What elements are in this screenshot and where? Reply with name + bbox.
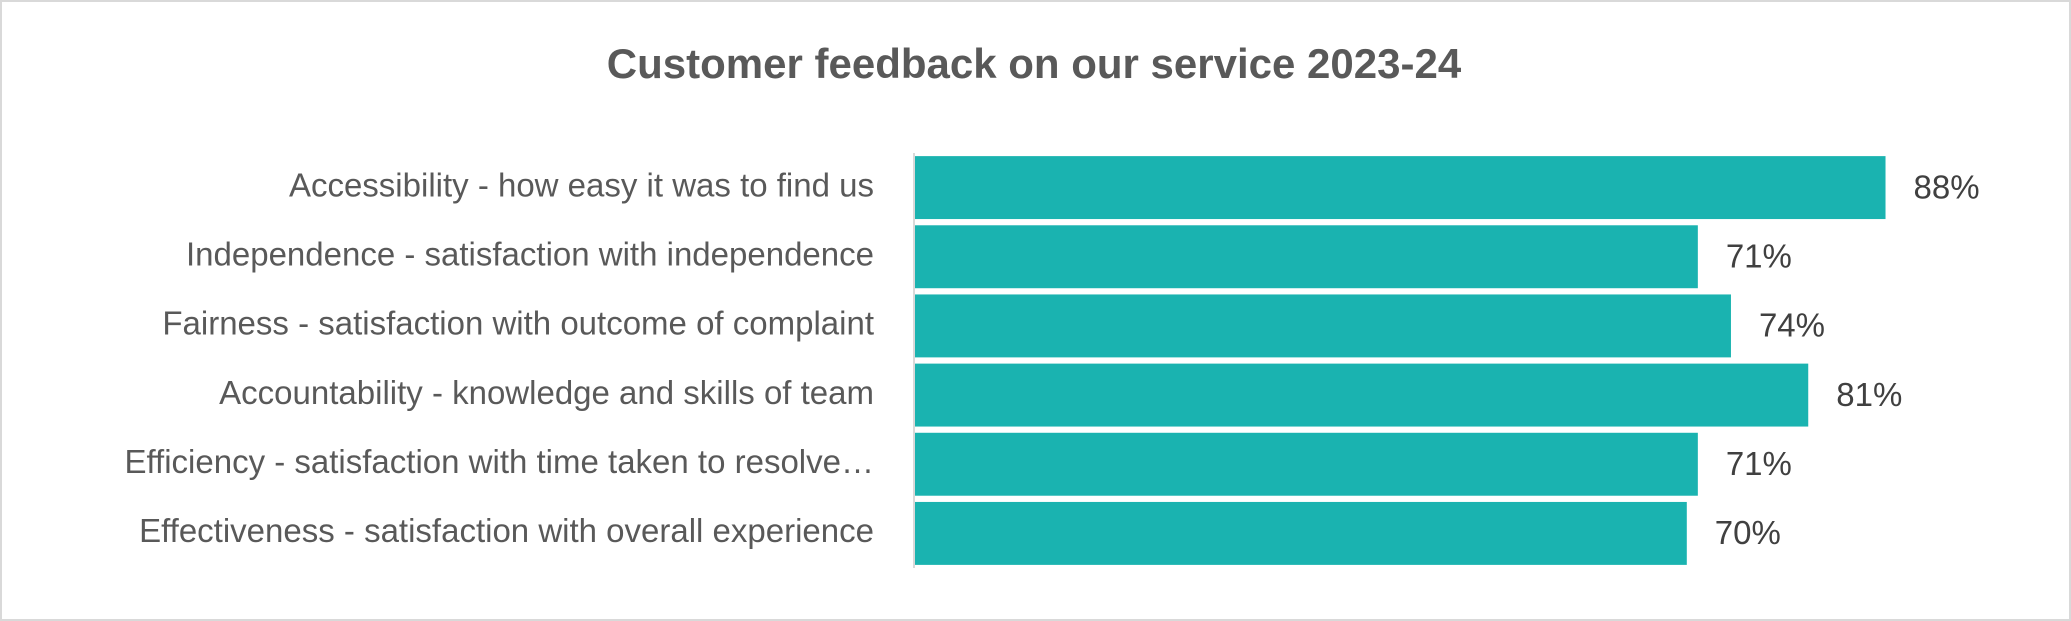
data-label: 71% bbox=[1726, 445, 1792, 482]
bar bbox=[914, 225, 1698, 289]
category-label: Independence - satisfaction with indepen… bbox=[186, 235, 874, 272]
bar bbox=[914, 156, 1886, 220]
bar bbox=[914, 294, 1731, 358]
data-label: 71% bbox=[1726, 237, 1792, 274]
data-label: 70% bbox=[1715, 514, 1781, 551]
category-label: Accountability - knowledge and skills of… bbox=[219, 374, 874, 411]
category-label: Efficiency - satisfaction with time take… bbox=[124, 443, 874, 480]
chart-title: Customer feedback on our service 2023-24 bbox=[607, 40, 1462, 87]
category-label: Accessibility - how easy it was to find … bbox=[289, 166, 874, 203]
data-label: 81% bbox=[1836, 376, 1902, 413]
category-label: Effectiveness - satisfaction with overal… bbox=[139, 512, 874, 549]
category-label: Fairness - satisfaction with outcome of … bbox=[162, 305, 874, 342]
data-label: 88% bbox=[1914, 168, 1980, 205]
bar bbox=[914, 501, 1687, 565]
bar bbox=[914, 363, 1809, 427]
data-label: 74% bbox=[1759, 307, 1825, 344]
bar bbox=[914, 432, 1698, 496]
